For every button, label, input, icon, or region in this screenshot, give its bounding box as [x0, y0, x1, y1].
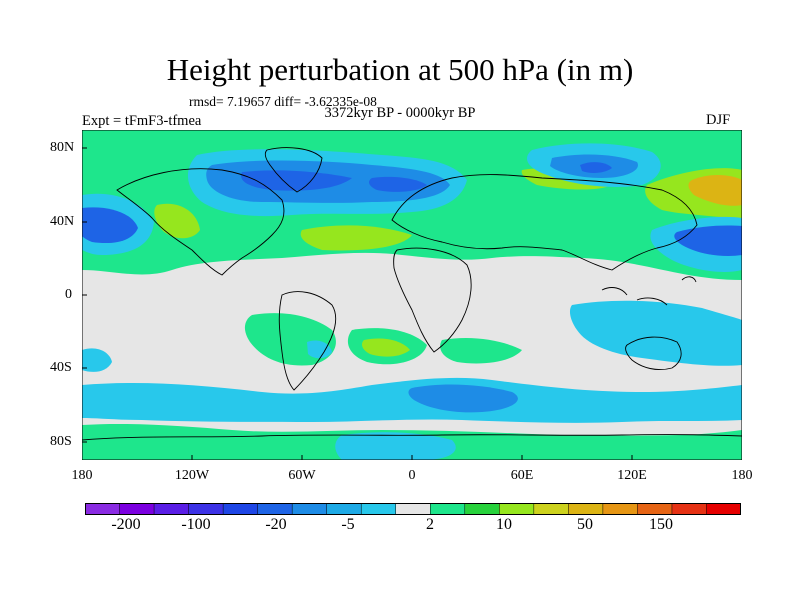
colorbar-cell-5	[257, 503, 293, 515]
coastlines	[82, 147, 742, 441]
lat-label-40s: 40S	[50, 360, 72, 375]
contour-so-cyan-band	[82, 377, 742, 423]
contour-natl-darkblue-2	[369, 176, 427, 192]
colorbar-label-7: 150	[649, 516, 673, 533]
colorbar-label-6: 50	[577, 516, 593, 533]
colorbar-cell-8	[360, 503, 397, 515]
colorbar	[85, 503, 741, 515]
contour-sh-cyan-pac	[569, 300, 742, 366]
lat-label-80s: 80S	[50, 434, 72, 449]
lon-label-60w: 60W	[288, 468, 316, 483]
colorbar-cell-17	[671, 503, 708, 515]
colorbar-cell-12	[499, 503, 535, 515]
colorbar-cell-6	[291, 503, 328, 515]
colorbar-cell-1	[119, 503, 155, 515]
colorbar-cell-13	[533, 503, 570, 515]
contour-npac-blue	[82, 207, 138, 244]
coast-greenland	[264, 147, 323, 193]
lon-label-180w: 180	[71, 468, 93, 483]
coast-africa	[393, 247, 472, 353]
contour-sh-cyan-mid	[307, 340, 332, 359]
coast-europe-asia	[391, 174, 698, 271]
lon-label-0: 0	[408, 468, 416, 483]
coast-se-asia-islands	[601, 276, 697, 306]
coast-australia	[625, 336, 682, 371]
experiment-label: Expt = tFmF3-tfmea	[82, 113, 202, 129]
plot-title: Height perturbation at 500 hPa (in m)	[166, 52, 634, 87]
contour-so-blue	[408, 384, 518, 413]
contour-sh-lime-atl	[362, 338, 410, 357]
colorbar-cell-16	[637, 503, 673, 515]
contour-sh-cyan-west	[82, 348, 112, 372]
contour-lime-atlantic	[300, 225, 412, 251]
colorbar-label-1: -100	[181, 516, 211, 533]
season-label: DJF	[706, 112, 731, 128]
colorbar-label-5: 10	[496, 516, 512, 533]
coast-antarctica	[82, 434, 742, 441]
contour-so-cyan-south	[335, 432, 456, 460]
colorbar-label-0: -200	[111, 516, 141, 533]
colorbar-cell-10	[430, 503, 466, 515]
lon-label-60e: 60E	[510, 468, 534, 483]
contour-siberia-dark	[580, 162, 612, 173]
contour-gold-asia	[688, 175, 742, 206]
lon-label-120w: 120W	[174, 468, 210, 483]
lat-label-0: 0	[65, 287, 72, 302]
colorbar-label-4: 2	[426, 516, 434, 533]
colorbar-label-2: -20	[265, 516, 287, 533]
lat-label-40n: 40N	[50, 214, 75, 229]
colorbar-cell-11	[464, 503, 501, 515]
colorbar-cell-4	[222, 503, 259, 515]
contour-natl-darkblue	[241, 170, 352, 191]
lon-label-180e: 180	[731, 468, 753, 483]
map-panel	[82, 130, 742, 460]
contour-lime-pacific	[154, 203, 200, 239]
colorbar-cell-14	[568, 503, 604, 515]
colorbar-cell-15	[602, 503, 639, 515]
colorbar-label-3: -5	[341, 516, 355, 533]
coast-south-america	[278, 291, 337, 391]
colorbar-cell-18	[706, 503, 741, 515]
contour-sh-green-indian	[440, 338, 522, 364]
stats-text: rmsd= 7.19657 diff= -3.62335e-08	[189, 94, 377, 109]
lat-label-80n: 80N	[50, 140, 75, 155]
map-ticks	[82, 147, 742, 460]
colorbar-cell-9	[395, 503, 432, 515]
period-label: 3372kyr BP - 0000kyr BP	[324, 105, 476, 121]
colorbar-cell-0	[85, 503, 121, 515]
colorbar-cell-2	[153, 503, 190, 515]
contour-nwpac-blue	[674, 225, 742, 256]
colorbar-cell-7	[326, 503, 362, 515]
coast-north-america	[116, 168, 285, 276]
colorbar-cell-3	[188, 503, 224, 515]
lon-label-120e: 120E	[617, 468, 647, 483]
